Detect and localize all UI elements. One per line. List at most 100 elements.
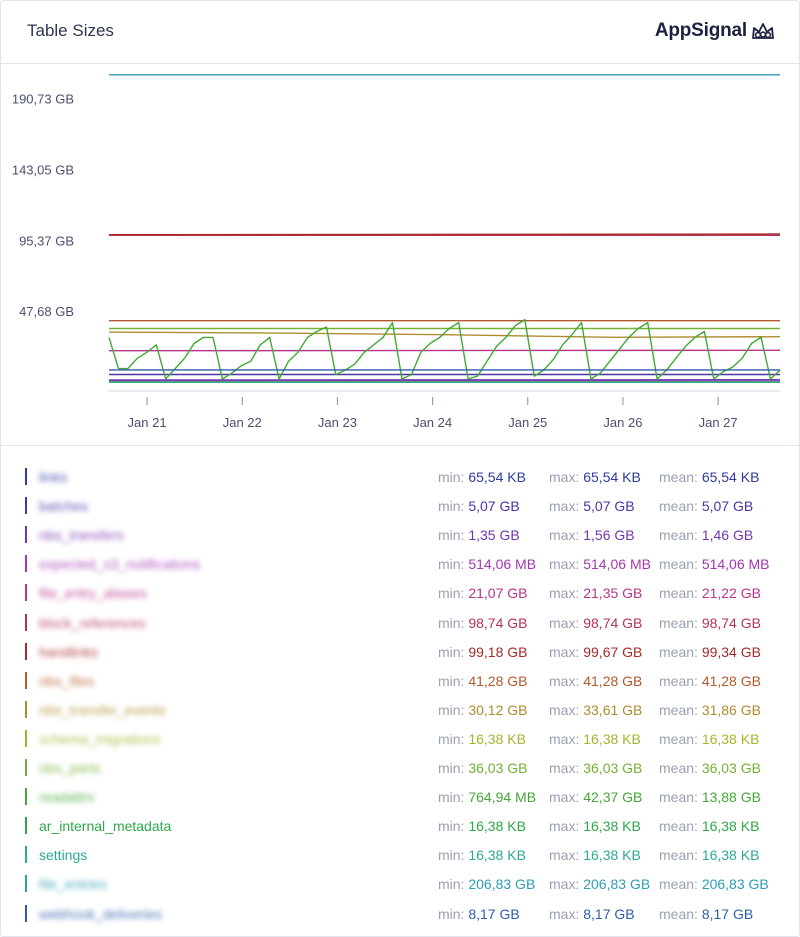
stat-value: 98,74 GB [468, 614, 528, 631]
legend-row[interactable]: schema_migrations min: 16,38 KB max: 16,38… [1, 724, 799, 753]
series-line-handlinks[interactable] [108, 233, 781, 236]
stat-value: 8,17 GB [583, 905, 635, 922]
legend-row[interactable]: file_entry_aliases min: 21,07 GB max: 21,3… [1, 578, 799, 607]
stat-label: max: [549, 905, 580, 922]
legend-row[interactable]: webhook_deliveries min: 8,17 GB max: 8,17 … [1, 899, 799, 928]
stat-value: 36,03 GB [583, 760, 643, 776]
x-tick-label: Jan 21 [128, 415, 167, 430]
stat-label: max: [549, 818, 580, 835]
legend-max-stat: max: 514,06 MB [549, 556, 651, 572]
legend-row[interactable]: ar_internal_metadata min: 16,38 KB max: 16… [1, 811, 799, 840]
stat-value: 16,38 KB [701, 730, 760, 747]
stat-label: mean: [659, 469, 698, 485]
legend-min-stat: min: 30,12 GB [438, 702, 528, 718]
stat-value: 36,03 GB [468, 760, 528, 776]
stat-value: 98,74 GB [583, 614, 643, 631]
stat-value: 514,06 MB [701, 556, 770, 573]
legend-mean-stat: mean: 31,86 GB [659, 702, 761, 718]
stat-value: 21,07 GB [468, 585, 528, 602]
stat-label: min: [438, 760, 465, 776]
series-line-readattrs[interactable] [108, 318, 781, 380]
legend-mean-stat: mean: 41,28 GB [659, 673, 761, 689]
legend-series-name: settings [39, 847, 88, 864]
stat-value: 8,17 GB [701, 905, 754, 922]
legend-row[interactable]: handlinks min: 99,18 GB max: 99,67 GB mean:… [1, 637, 799, 666]
stat-value: 5,07 GB [468, 498, 520, 515]
series-line-nbs-transfer-events[interactable] [108, 331, 781, 338]
stat-label: min: [438, 643, 465, 660]
legend-min-stat: min: 1,35 GB [438, 527, 520, 543]
legend-series-name: block_references [39, 614, 146, 631]
legend-mean-stat: mean: 1,46 GB [659, 527, 753, 543]
legend-max-stat: max: 36,03 GB [549, 760, 642, 776]
legend-row[interactable]: settings min: 16,38 KB max: 16,38 KB mean: … [1, 840, 799, 869]
stat-label: mean: [659, 556, 698, 573]
stat-label: mean: [659, 760, 698, 776]
stat-value: 36,03 GB [701, 760, 761, 776]
stat-value: 41,28 GB [583, 672, 643, 689]
stat-value: 5,07 GB [701, 498, 754, 515]
legend-min-stat: min: 16,38 KB [438, 847, 526, 863]
stat-label: mean: [659, 498, 698, 515]
legend-min-stat: min: 21,07 GB [438, 585, 528, 601]
brand-logo[interactable]: AppSignal [655, 20, 775, 42]
stat-label: min: [438, 672, 465, 689]
stat-label: max: [549, 876, 580, 893]
line-chart[interactable]: 190,73 GB 143,05 GB 95,37 GB 47,68 GB Jan 2… [1, 64, 799, 444]
stat-value: 31,86 GB [701, 701, 761, 718]
legend-mean-stat: mean: 99,34 GB [659, 644, 761, 660]
stat-label: min: [438, 585, 465, 602]
legend-series-name: readattrs [39, 789, 95, 806]
stat-value: 21,35 GB [583, 585, 643, 602]
stat-value: 13,88 GB [701, 789, 761, 806]
legend-min-stat: min: 36,03 GB [438, 760, 528, 776]
legend-min-stat: min: 8,17 GB [438, 906, 520, 922]
stat-label: min: [438, 847, 465, 864]
stat-label: mean: [659, 614, 698, 631]
legend-min-stat: min: 99,18 GB [438, 644, 528, 660]
y-tick-label: 143,05 GB [12, 163, 74, 178]
x-tick-label: Jan 24 [413, 415, 452, 430]
stat-label: max: [549, 760, 580, 776]
legend-swatch [25, 875, 27, 893]
stat-value: 99,18 GB [468, 643, 528, 660]
legend-swatch [25, 700, 27, 718]
stat-label: max: [549, 672, 580, 689]
legend-row[interactable]: readattrs min: 764,94 MB max: 42,37 GB mean… [1, 782, 799, 811]
legend-mean-stat: mean: 13,88 GB [659, 789, 761, 805]
legend-row[interactable]: links min: 65,54 KB max: 65,54 KB mean: 65,… [1, 462, 799, 491]
stat-value: 21,22 GB [701, 585, 761, 602]
legend-list: links min: 65,54 KB max: 65,54 KB mean: 65,… [1, 445, 799, 936]
legend-row[interactable]: nbs_transfer_events min: 30,12 GB max: 33,… [1, 695, 799, 724]
legend-min-stat: min: 16,38 KB [438, 818, 526, 834]
stat-label: max: [549, 527, 580, 544]
legend-row[interactable]: batches min: 5,07 GB max: 5,07 GB mean: 5,0… [1, 491, 799, 520]
stat-value: 65,54 KB [468, 469, 526, 485]
legend-max-stat: max: 33,61 GB [549, 702, 642, 718]
legend-swatch [25, 759, 27, 776]
stat-value: 41,28 GB [701, 672, 761, 689]
legend-row[interactable]: block_references min: 98,74 GB max: 98,74 … [1, 608, 799, 637]
stat-label: mean: [659, 818, 698, 835]
stat-label: min: [438, 469, 465, 485]
stat-label: min: [438, 818, 465, 835]
legend-row[interactable]: file_entries min: 206,83 GB max: 206,83 GB… [1, 869, 799, 898]
legend-row[interactable]: expected_s3_notifications min: 514,06 MB m… [1, 549, 799, 578]
legend-row[interactable]: nbs_parts min: 36,03 GB max: 36,03 GB mean:… [1, 753, 799, 782]
legend-max-stat: max: 21,35 GB [549, 585, 642, 601]
stat-label: min: [438, 556, 465, 573]
stat-value: 65,54 KB [583, 469, 641, 485]
stat-label: mean: [659, 672, 698, 689]
legend-swatch [25, 817, 27, 835]
legend-mean-stat: mean: 514,06 MB [659, 556, 770, 572]
legend-row[interactable]: nbs_files min: 41,28 GB max: 41,28 GB mean:… [1, 666, 799, 695]
stat-label: mean: [659, 876, 698, 893]
stat-label: mean: [659, 789, 698, 806]
chart-area[interactable]: 190,73 GB 143,05 GB 95,37 GB 47,68 GB Jan 2… [1, 64, 799, 444]
legend-max-stat: max: 8,17 GB [549, 906, 635, 922]
legend-row[interactable]: nbs_transfers min: 1,35 GB max: 1,56 GB mea… [1, 520, 799, 549]
legend-min-stat: min: 16,38 KB [438, 731, 526, 747]
legend-series-name: ar_internal_metadata [39, 818, 172, 835]
legend-min-stat: min: 41,28 GB [438, 673, 528, 689]
